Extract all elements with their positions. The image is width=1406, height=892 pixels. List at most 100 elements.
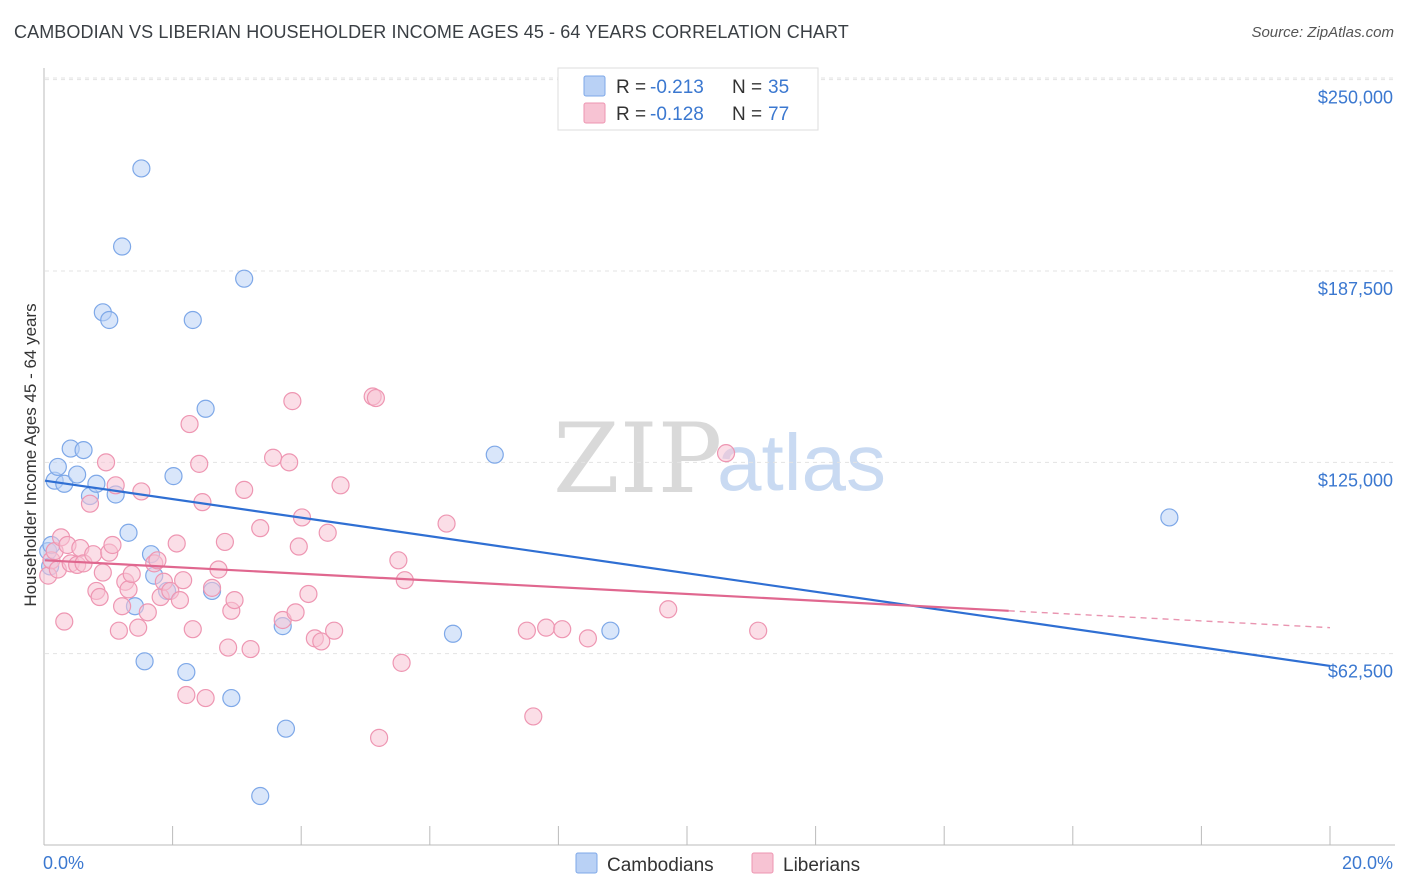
liberian-point — [299, 584, 318, 604]
liberian-point — [93, 563, 112, 582]
liberian-point — [389, 551, 408, 570]
y-axis-label: Householder Income Ages 45 - 64 years — [21, 303, 40, 606]
liberian-point — [325, 621, 344, 640]
liberian-point — [366, 388, 385, 408]
legend-n-value-cambodians: 35 — [768, 77, 789, 98]
liberian-point — [80, 494, 100, 513]
liberian-point — [174, 571, 193, 590]
cambodian-point — [48, 457, 67, 477]
liberian-point — [283, 392, 302, 411]
cambodian-point — [235, 269, 254, 288]
liberian-point — [251, 519, 270, 538]
liberian-point — [112, 597, 132, 616]
cambodian-point — [183, 310, 202, 330]
axes — [43, 68, 1395, 846]
cambodian-point — [222, 688, 241, 708]
cambodian-point — [177, 662, 196, 682]
liberian-trend-line-extension — [1008, 610, 1331, 629]
liberian-point — [578, 629, 598, 648]
liberian-point — [286, 603, 305, 622]
legend-n-label-liberians: N = — [732, 104, 762, 125]
cambodian-point — [135, 652, 154, 671]
liberian-point — [716, 444, 736, 463]
liberian-point — [318, 523, 337, 542]
gridlines — [45, 77, 1395, 655]
y-tick-label: $187,500 — [1318, 279, 1393, 299]
liberian-point — [202, 578, 222, 597]
y-tick-label: $62,500 — [1328, 662, 1393, 682]
cambodian-point — [485, 445, 504, 464]
y-tick-label: $125,000 — [1318, 470, 1393, 490]
legend-r-label-cambodians: R = — [616, 77, 646, 98]
chart-title: CAMBODIAN VS LIBERIAN HOUSEHOLDER INCOME… — [14, 22, 849, 42]
liberian-point — [219, 638, 238, 657]
liberian-point — [553, 620, 572, 639]
cambodian-point — [74, 440, 93, 460]
liberian-point — [103, 535, 122, 555]
liberian-point — [170, 590, 190, 610]
liberian-point — [55, 612, 74, 631]
cambodian-point — [164, 467, 183, 486]
liberian-point — [180, 414, 199, 434]
liberian-point — [370, 728, 389, 747]
data-points — [39, 159, 1179, 806]
cambodian-point — [119, 523, 138, 542]
y-tick-labels: $62,500 $125,000 $187,500 $250,000 — [1318, 88, 1393, 682]
x-tick-label-max: 20.0% — [1342, 853, 1393, 873]
legend-r-value-cambodians: -0.213 — [650, 77, 704, 98]
cambodian-point — [276, 719, 296, 738]
y-tick-label: $250,000 — [1318, 88, 1393, 108]
trend-lines — [44, 479, 1331, 668]
liberian-point — [263, 448, 283, 467]
liberian-point — [289, 537, 308, 556]
liberian-point — [524, 707, 543, 726]
cambodian-point — [443, 624, 463, 643]
liberian-point — [167, 534, 186, 553]
liberian-point — [190, 454, 209, 473]
bottom-legend: Cambodians Liberians — [575, 852, 860, 876]
legend-r-label-liberians: R = — [616, 104, 646, 125]
cambodian-point — [132, 159, 151, 178]
cambodian-point — [100, 310, 119, 330]
liberian-point — [84, 545, 103, 564]
cambodian-trend-line — [44, 479, 1331, 668]
liberian-point — [215, 532, 234, 552]
chart-source: Source: ZipAtlas.com — [1251, 24, 1394, 41]
bottom-legend-swatch-liberians — [751, 852, 774, 874]
liberian-point — [312, 632, 331, 651]
liberian-point — [392, 653, 411, 672]
liberian-point — [148, 551, 167, 570]
legend-n-label-cambodians: N = — [732, 77, 762, 98]
liberian-point — [138, 603, 157, 622]
liberian-point — [119, 580, 138, 599]
liberian-point — [196, 688, 215, 708]
watermark-zip: ZIP — [553, 403, 722, 515]
liberian-point — [177, 685, 196, 705]
liberian-point — [90, 587, 109, 607]
x-tick-label-min: 0.0% — [43, 853, 84, 873]
legend-box: R = -0.213 N = 35 R = -0.128 N = 77 — [557, 67, 819, 131]
liberian-point — [183, 620, 202, 639]
liberian-point — [122, 564, 141, 584]
liberian-point — [129, 618, 148, 637]
bottom-legend-swatch-cambodians — [575, 852, 598, 874]
watermark-atlas: atlas — [717, 418, 886, 507]
legend-n-value-liberians: 77 — [768, 104, 789, 125]
liberian-point — [235, 480, 254, 499]
liberian-point — [225, 590, 244, 610]
cambodian-point — [196, 399, 215, 418]
liberian-point — [437, 514, 456, 533]
bottom-legend-label-cambodians: Cambodians — [607, 855, 714, 876]
liberian-point — [537, 618, 556, 637]
cambodian-point — [112, 237, 132, 256]
cambodian-point — [601, 621, 620, 640]
bottom-legend-label-liberians: Liberians — [783, 855, 860, 876]
cambodian-point — [251, 786, 270, 806]
liberian-point — [517, 621, 536, 640]
liberian-point — [96, 453, 116, 472]
liberian-point — [659, 600, 678, 619]
liberian-point — [749, 621, 768, 640]
liberian-point — [331, 476, 350, 495]
liberian-point — [280, 453, 299, 472]
